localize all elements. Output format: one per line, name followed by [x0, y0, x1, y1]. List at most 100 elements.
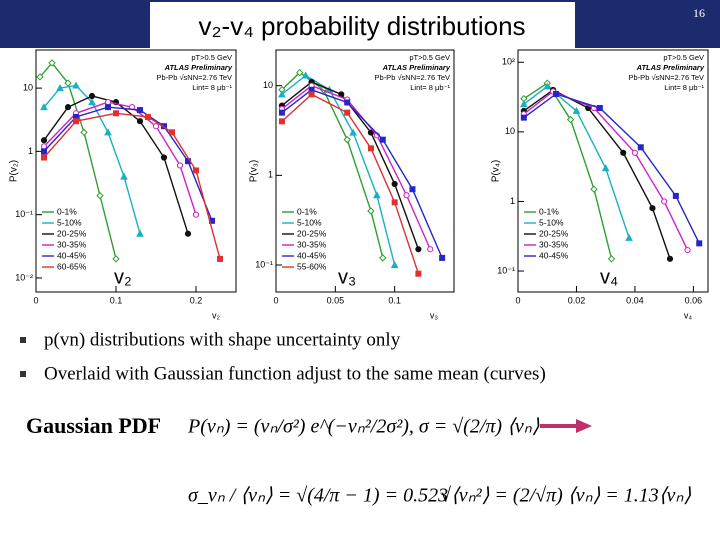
plot-note: Pb-Pb √sNN=2.76 TeV — [629, 73, 704, 82]
plot-note: ATLAS Preliminary — [164, 63, 233, 72]
data-point — [136, 229, 144, 237]
data-point — [193, 167, 199, 174]
formula: √⟨vₙ²⟩ = (2/√π) ⟨vₙ⟩ = 1.13⟨vₙ⟩ — [440, 485, 691, 507]
x-axis-label: v₃ — [430, 310, 439, 320]
x-tick-label: 0.04 — [626, 295, 644, 305]
data-point — [105, 104, 111, 111]
plot-panel: 0 0.1 0.2 10⁻² 10⁻¹ 1 10 v₂ P(v₂) pT>0.5 GeVATLAS… — [9, 49, 237, 320]
data-point — [343, 135, 351, 144]
x-axis-label: v₂ — [212, 310, 221, 320]
data-point — [278, 90, 286, 98]
y-tick-label: 10² — [502, 57, 515, 67]
plot-note: pT>0.5 GeV — [663, 53, 704, 62]
plot-note: Lint= 8 μb⁻¹ — [410, 83, 450, 92]
data-point — [367, 145, 374, 152]
y-tick-label: 10 — [23, 82, 33, 92]
plot-frame — [35, 49, 237, 293]
legend-label: 20-25% — [57, 228, 87, 238]
data-point — [112, 255, 120, 263]
legend-label: 30-35% — [57, 239, 87, 249]
data-point — [390, 260, 399, 269]
bullet-icon — [20, 337, 26, 343]
formula-label: Gaussian PDF — [26, 413, 161, 438]
data-point — [427, 246, 434, 253]
data-point — [301, 71, 310, 79]
plot-note: Lint= 8 μb⁻¹ — [192, 83, 232, 92]
data-point — [344, 109, 351, 116]
legend-label: 0-1% — [57, 206, 77, 216]
data-point — [184, 230, 192, 237]
data-point — [88, 98, 96, 106]
x-axis-label: v₄ — [684, 310, 693, 320]
title-box — [150, 2, 575, 48]
data-point — [631, 149, 639, 156]
legend-label: 5-10% — [539, 217, 564, 227]
series-line — [281, 81, 420, 250]
legend-label: 30-35% — [297, 239, 327, 249]
x-tick-label: 0 — [273, 295, 278, 305]
data-point — [649, 205, 656, 212]
data-point — [590, 185, 598, 193]
data-point — [80, 128, 88, 137]
y-tick-label: 10⁻¹ — [497, 265, 515, 275]
data-point — [684, 246, 691, 254]
x-tick-label: 0 — [515, 295, 520, 305]
data-point — [349, 128, 357, 136]
slide-title: v₂-v₄ probability distributions — [198, 11, 525, 41]
data-point — [415, 270, 422, 277]
series-line — [281, 71, 384, 259]
data-point — [403, 192, 410, 199]
formula: σ_vₙ / ⟨vₙ⟩ = √(4/π − 1) = 0.523 — [188, 485, 448, 507]
plot-note: pT>0.5 GeV — [191, 53, 232, 62]
x-tick-label: 0.1 — [110, 295, 123, 305]
data-point — [137, 107, 143, 114]
y-tick-label: 1 — [268, 170, 273, 180]
plot-note: Lint= 8 μb⁻¹ — [664, 83, 704, 92]
x-tick-label: 0 — [33, 295, 38, 305]
plot-note: Pb-Pb √sNN=2.76 TeV — [375, 73, 450, 82]
bullet: Overlaid with Gaussian function adjust t… — [44, 363, 546, 384]
data-point — [88, 92, 96, 100]
data-point — [217, 255, 223, 262]
data-point — [64, 104, 72, 111]
x-tick-label: 0.02 — [568, 295, 586, 305]
data-point — [296, 68, 304, 77]
x-tick-label: 0.1 — [388, 295, 401, 305]
plot-note: Pb-Pb √sNN=2.76 TeV — [157, 73, 232, 82]
data-point — [41, 154, 47, 161]
data-point — [104, 128, 112, 136]
data-point — [666, 255, 674, 262]
legend-label: 0-1% — [297, 206, 317, 216]
y-tick-label: 10⁻¹ — [255, 259, 273, 269]
data-point — [439, 254, 446, 261]
x-tick-label: 0.06 — [685, 295, 703, 305]
data-point — [36, 73, 44, 81]
legend-label: 20-25% — [539, 228, 569, 238]
data-point — [278, 118, 285, 125]
y-tick-label: 1 — [28, 146, 33, 156]
bullet: p(vn) distributions with shape uncertain… — [44, 329, 401, 350]
data-point — [625, 233, 633, 241]
data-point — [176, 162, 184, 169]
panel-label: v₄ — [600, 266, 618, 288]
data-point — [373, 191, 381, 199]
x-tick-label: 0.2 — [190, 295, 203, 305]
y-tick-label: 10⁻¹ — [15, 209, 33, 219]
series-line — [281, 74, 396, 266]
data-point — [48, 59, 56, 67]
series-line — [523, 93, 700, 244]
data-point — [278, 109, 285, 116]
data-point — [120, 172, 128, 180]
y-axis-label: P(v₃) — [249, 160, 260, 182]
data-point — [672, 192, 679, 199]
plot-note: pT>0.5 GeV — [409, 53, 450, 62]
data-point — [41, 148, 47, 155]
legend-label: 55-60% — [297, 261, 327, 271]
data-point — [566, 115, 575, 124]
data-point — [379, 136, 386, 143]
legend-label: 30-35% — [539, 239, 569, 249]
data-point — [409, 186, 416, 193]
data-point — [145, 113, 151, 120]
